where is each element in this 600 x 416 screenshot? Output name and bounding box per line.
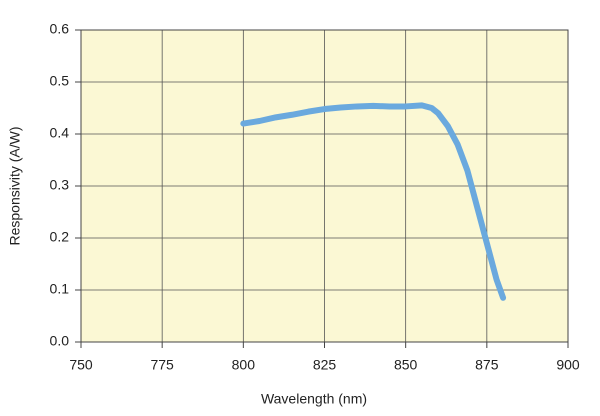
plot-frame bbox=[80, 29, 569, 343]
x-tick-label: 800 bbox=[232, 357, 256, 373]
y-tick-label: 0.5 bbox=[50, 73, 70, 89]
y-axis-label: Responsivity (A/W) bbox=[7, 126, 23, 245]
y-tick-label: 0.4 bbox=[50, 125, 70, 141]
x-tick-label: 775 bbox=[150, 357, 174, 373]
x-tick-label: 875 bbox=[475, 357, 499, 373]
y-tick-label: 0.3 bbox=[50, 177, 70, 193]
data-line bbox=[240, 102, 507, 301]
x-tick-label: 825 bbox=[313, 357, 337, 373]
x-axis-label: Wavelength (nm) bbox=[261, 391, 367, 407]
y-tick-label: 0.0 bbox=[50, 333, 70, 349]
x-tick-label: 750 bbox=[69, 357, 93, 373]
y-tick-label: 0.1 bbox=[50, 281, 70, 297]
x-tick-label: 900 bbox=[556, 357, 580, 373]
y-tick-label: 0.6 bbox=[50, 21, 70, 37]
y-tick-label: 0.2 bbox=[50, 229, 70, 245]
x-tick-label: 850 bbox=[394, 357, 418, 373]
